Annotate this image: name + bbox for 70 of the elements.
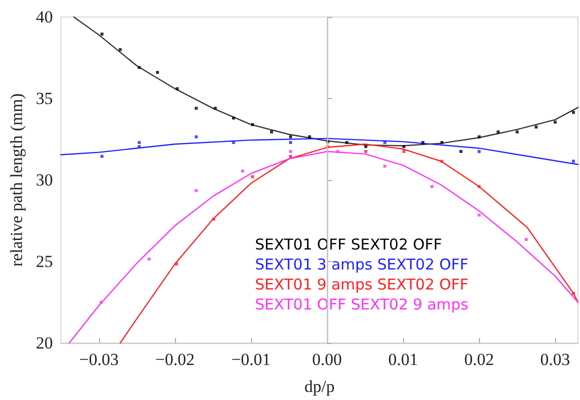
point (402, 145, 406, 148)
point (572, 160, 575, 163)
point (430, 185, 434, 188)
point (336, 150, 340, 153)
x-tick-label: 0.01 (388, 350, 418, 369)
point (176, 87, 179, 90)
point (572, 292, 575, 295)
point (232, 141, 236, 144)
point (138, 141, 141, 144)
point (383, 164, 386, 168)
point (440, 160, 444, 163)
point (308, 135, 312, 138)
x-tick-label: −0.02 (155, 350, 195, 369)
y-tick-label: 35 (36, 89, 53, 108)
point (289, 141, 292, 144)
point (345, 141, 348, 144)
y-axis-title: relative path length (mm) (7, 93, 26, 267)
point (100, 300, 103, 304)
point (212, 218, 216, 221)
point (572, 110, 575, 114)
point (100, 154, 104, 158)
point (524, 238, 528, 241)
text: SEXT01 3 amps SEXT02 OFF (255, 256, 468, 274)
point (478, 150, 481, 153)
y-tick-label: 30 (36, 170, 53, 190)
point (251, 123, 254, 126)
y-tick-label: 40 (36, 8, 53, 26)
point (194, 135, 198, 138)
point (100, 32, 104, 36)
point (251, 175, 254, 178)
x-tick-label: 0.00 (312, 350, 342, 369)
x-axis-title: dp/p (304, 377, 335, 396)
point (270, 130, 274, 134)
x-tick-label: −0.01 (231, 350, 271, 369)
point (118, 48, 122, 52)
point (534, 126, 538, 129)
point (232, 116, 236, 120)
point (156, 70, 159, 74)
y-tick-label: 20 (36, 334, 53, 352)
point (478, 185, 481, 188)
text: SEXT01 9 amps SEXT02 OFF (255, 276, 468, 294)
point (148, 258, 151, 261)
point (516, 130, 519, 134)
point (194, 189, 198, 192)
x-tick-label: 0.03 (540, 350, 570, 369)
point (440, 141, 444, 144)
point (241, 170, 244, 173)
text: SEXT01 OFF SEXT02 9 amps (255, 296, 469, 314)
point (402, 150, 406, 153)
point (138, 66, 141, 70)
point (289, 135, 292, 138)
point (289, 154, 292, 158)
point (421, 141, 424, 144)
point (383, 141, 386, 144)
y-tick-label: 25 (36, 252, 53, 271)
point (496, 130, 500, 134)
point (364, 150, 368, 153)
text: SEXT01 OFF SEXT02 OFF (255, 236, 442, 254)
point (289, 150, 292, 153)
point (364, 145, 368, 148)
point (478, 214, 481, 217)
point (214, 106, 217, 110)
point (478, 135, 481, 138)
x-tick-label: 0.02 (464, 350, 494, 369)
x-tick-label: −0.03 (79, 350, 119, 369)
point (554, 120, 557, 124)
point (174, 262, 178, 266)
point (459, 150, 462, 153)
point (194, 106, 198, 110)
line-series (60, 138, 579, 166)
